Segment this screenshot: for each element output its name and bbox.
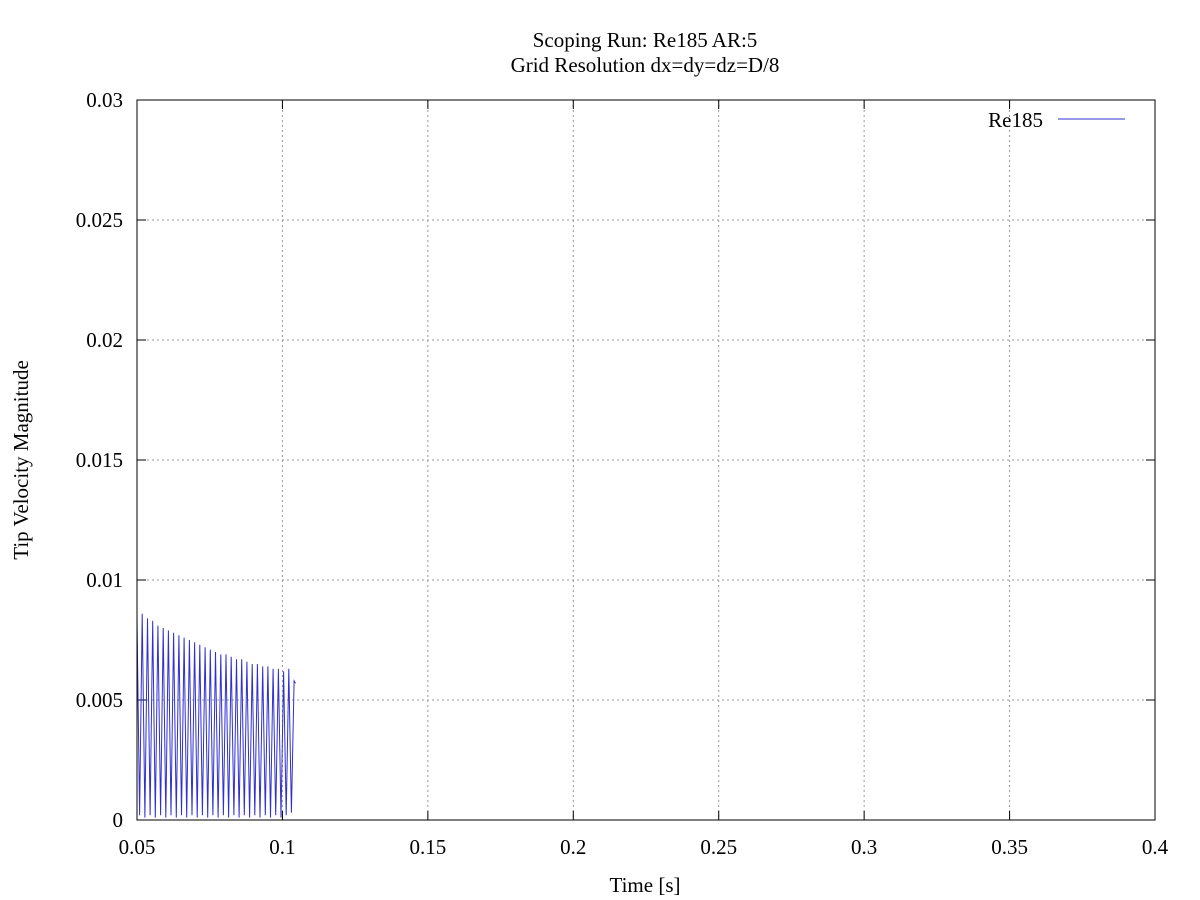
- axis-ticks: 0.05 0.1 0.15 0.2 0.25 0.3 0.35 0.4 0 0.005 0.01 0.…: [76, 88, 1169, 859]
- legend: Re185: [988, 108, 1125, 132]
- x-tick-label: 0.2: [560, 835, 586, 859]
- chart-title: Scoping Run: Re185 AR:5: [533, 28, 758, 52]
- legend-label: Re185: [988, 108, 1043, 132]
- y-tick-label: 0: [113, 808, 124, 832]
- y-tick-label: 0.005: [76, 688, 123, 712]
- y-tick-label: 0.03: [86, 88, 123, 112]
- x-tick-label: 0.35: [991, 835, 1028, 859]
- x-tick-label: 0.25: [700, 835, 737, 859]
- grid: [137, 100, 1155, 820]
- y-tick-label: 0.015: [76, 448, 123, 472]
- y-tick-label: 0.01: [86, 568, 123, 592]
- plot-frame: [136, 99, 1156, 821]
- x-axis-label: Time [s]: [610, 873, 681, 897]
- y-tick-label: 0.025: [76, 208, 123, 232]
- chart-subtitle: Grid Resolution dx=dy=dz=D/8: [511, 53, 780, 77]
- x-tick-label: 0.15: [409, 835, 446, 859]
- y-axis-label: Tip Velocity Magnitude: [9, 360, 33, 560]
- series-layer: [136, 613, 296, 818]
- x-tick-label: 0.4: [1142, 835, 1169, 859]
- series-line-re185: [136, 613, 296, 818]
- x-tick-label: 0.05: [119, 835, 156, 859]
- x-tick-label: 0.1: [269, 835, 295, 859]
- x-tick-label: 0.3: [851, 835, 877, 859]
- y-tick-label: 0.02: [86, 328, 123, 352]
